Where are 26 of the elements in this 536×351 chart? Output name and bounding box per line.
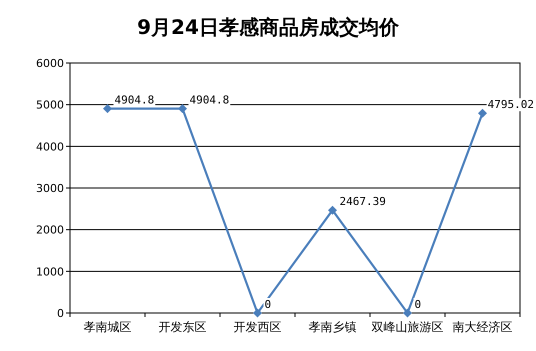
x-tick-label: 开发东区 (158, 320, 206, 334)
x-tick-label: 双峰山旅游区 (372, 320, 444, 334)
point (403, 308, 412, 318)
x-tick-label: 孝南乡镇 (308, 320, 356, 334)
data-label: 4904.8 (114, 94, 154, 107)
data-label: 4795.02 (488, 98, 534, 112)
point (328, 206, 337, 215)
point (178, 104, 187, 114)
x-tick-label: 开发西区 (234, 320, 282, 334)
x-tick-label: 南大经济区 (452, 320, 512, 334)
data-label: 0 (264, 298, 272, 311)
y-tick-label: 4000 (36, 140, 64, 154)
data-label: 0 (414, 298, 422, 311)
y-tick-label: 0 (57, 307, 64, 320)
data-label: 2467.39 (340, 195, 386, 208)
chart-title: 9月24日孝感商品房成交均价 (137, 15, 400, 39)
y-tick-label: 3000 (36, 182, 64, 195)
point (103, 104, 112, 114)
x-tick-label: 孝南城区 (84, 320, 132, 334)
y-tick-label: 5000 (36, 98, 64, 112)
point (253, 308, 262, 318)
point (478, 108, 487, 118)
y-tick-label: 2000 (36, 224, 64, 237)
data-label: 4904.8 (190, 94, 230, 107)
y-tick-label: 1000 (36, 265, 64, 278)
y-tick-label: 6000 (36, 57, 64, 70)
